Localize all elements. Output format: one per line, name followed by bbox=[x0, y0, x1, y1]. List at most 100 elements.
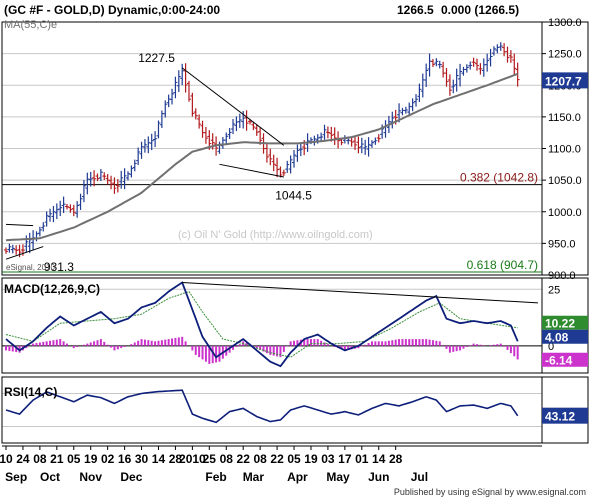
price-bar bbox=[508, 50, 513, 63]
price-tick-label: 1000.0 bbox=[548, 207, 582, 219]
x-day-label: 21 bbox=[50, 452, 64, 466]
header-last-price: 1266.5 bbox=[397, 3, 434, 17]
price-bar bbox=[85, 172, 90, 195]
price-bar bbox=[95, 173, 100, 182]
rsi-line bbox=[5, 389, 519, 424]
x-month-label: May bbox=[326, 470, 350, 484]
price-bar bbox=[376, 134, 381, 143]
price-bar bbox=[464, 64, 469, 73]
price-bar bbox=[125, 171, 130, 181]
price-bar bbox=[88, 171, 93, 187]
price-bar bbox=[292, 150, 297, 168]
price-bar bbox=[363, 139, 368, 155]
x-day-label: 14 bbox=[372, 452, 386, 466]
price-bar bbox=[258, 127, 263, 145]
price-bar bbox=[373, 137, 378, 145]
price-bar bbox=[498, 42, 503, 51]
watermark: (c) Oil N' Gold (http://www.oilngold.com… bbox=[178, 229, 373, 241]
price-bar bbox=[78, 193, 83, 210]
price-bar bbox=[332, 127, 337, 145]
price-bar bbox=[68, 204, 73, 213]
macd-trendline bbox=[182, 282, 539, 304]
macd-tick-label: 0 bbox=[548, 341, 554, 353]
price-bar bbox=[61, 196, 66, 214]
rsi-value-box bbox=[542, 407, 588, 424]
price-trendline bbox=[5, 223, 34, 227]
price-bar bbox=[451, 79, 456, 94]
price-bar bbox=[183, 63, 188, 93]
price-bar bbox=[278, 166, 283, 178]
x-day-label: 22 bbox=[270, 452, 284, 466]
price-bar bbox=[98, 169, 103, 182]
price-bar bbox=[105, 173, 110, 185]
price-bar bbox=[163, 100, 168, 118]
price-bar bbox=[122, 168, 127, 190]
price-bar bbox=[54, 203, 59, 220]
price-tick-label: 1150.0 bbox=[548, 112, 581, 124]
price-bar bbox=[112, 177, 117, 194]
price-bar bbox=[7, 243, 12, 253]
x-month-label: Dec bbox=[120, 470, 142, 484]
price-bar bbox=[231, 119, 236, 135]
price-bar bbox=[488, 48, 493, 67]
price-bar bbox=[10, 244, 15, 254]
price-bar bbox=[325, 126, 330, 139]
x-day-label: 02 bbox=[101, 452, 115, 466]
x-day-label: 2010 bbox=[179, 452, 206, 466]
price-bar bbox=[403, 106, 408, 114]
price-bar bbox=[136, 147, 141, 166]
price-bar bbox=[264, 142, 269, 163]
x-month-label: Oct bbox=[40, 470, 60, 484]
x-day-label: 19 bbox=[84, 452, 98, 466]
x-month-label: Apr bbox=[287, 470, 308, 484]
price-bar bbox=[129, 165, 134, 178]
x-day-label: 17 bbox=[338, 452, 352, 466]
price-bar bbox=[102, 172, 107, 180]
macd-line bbox=[5, 281, 519, 368]
price-bar bbox=[434, 58, 439, 67]
price-bar bbox=[437, 60, 442, 69]
x-day-label: 14 bbox=[152, 452, 166, 466]
x-day-label: 08 bbox=[33, 452, 47, 466]
macd-value-box-text: 10.22 bbox=[545, 317, 575, 331]
x-day-label: 16 bbox=[118, 452, 132, 466]
macd-value-box bbox=[542, 315, 588, 330]
price-bar bbox=[92, 170, 97, 187]
price-bar bbox=[281, 169, 286, 177]
price-bar bbox=[268, 148, 273, 166]
price-bar bbox=[149, 133, 154, 151]
price-bar bbox=[4, 247, 8, 254]
price-trendline bbox=[219, 163, 284, 178]
x-day-label: 01 bbox=[355, 452, 369, 466]
macd-signal-line bbox=[5, 291, 518, 358]
x-month-label: Jul bbox=[411, 470, 428, 484]
price-bar bbox=[71, 204, 76, 217]
macd-hist-value-box bbox=[542, 352, 588, 367]
price-bar bbox=[119, 170, 124, 189]
price-bar bbox=[444, 68, 449, 87]
price-bar bbox=[349, 136, 354, 147]
price-bar bbox=[285, 160, 290, 173]
price-bar bbox=[251, 121, 256, 131]
price-bar bbox=[410, 98, 415, 112]
price-bar bbox=[468, 61, 473, 70]
price-bar bbox=[369, 140, 374, 148]
price-last-value-box bbox=[542, 72, 588, 89]
price-bar bbox=[176, 70, 181, 93]
price-bar bbox=[153, 131, 158, 148]
price-annotation: 1227.5 bbox=[138, 51, 175, 65]
price-bar bbox=[458, 63, 463, 87]
price-bar bbox=[288, 155, 293, 174]
price-bar bbox=[132, 159, 137, 172]
x-day-label: 05 bbox=[287, 452, 301, 466]
macd-signal-value-box bbox=[542, 329, 588, 344]
price-bar bbox=[424, 63, 429, 87]
x-month-label: Sep bbox=[5, 470, 27, 484]
price-bar bbox=[81, 180, 86, 203]
price-bar bbox=[491, 46, 496, 56]
x-day-label: 10 bbox=[0, 452, 13, 466]
price-bar bbox=[244, 110, 249, 131]
macd-panel-title: MACD(12,26,9,C) bbox=[4, 282, 100, 296]
